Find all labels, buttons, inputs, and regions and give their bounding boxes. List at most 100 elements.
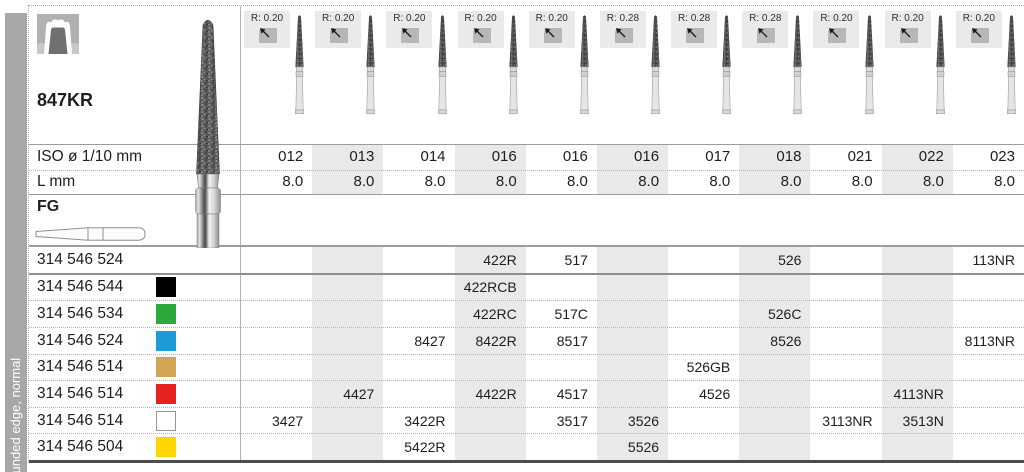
order-cell: 314 546 524 [29,328,241,354]
product-code-cell: 8422R [475,332,517,349]
grit-color-chip [156,437,176,458]
header-column: R: 0.20 [526,6,597,139]
order-cell: 314 546 504 [29,434,241,460]
radius-value: R: 0.28 [749,13,782,24]
product-code-cell: 4113NR [893,385,944,402]
product-code-cell: 526 [778,251,802,268]
rule-below-l [29,194,1024,195]
order-number: 314 546 514 [37,384,124,402]
grit-color-chip [156,304,176,325]
order-table: 314 546 524 422R 517 526 113NR 314 546 544 422… [29,247,1024,460]
product-code-cell: 4517 [556,385,588,402]
length-value: 8.0 [780,173,802,190]
product-code-cell: 422R [483,251,517,268]
product-code-cell: 5526 [627,439,660,456]
column-band [454,247,526,460]
bur-drawing [648,13,663,119]
order-row: 314 546 534 422RC 517C 526C [29,301,1024,328]
order-cell: 314 546 514 [29,408,241,434]
product-code-cell: 517 [564,251,588,268]
grit-color-chip [156,277,176,298]
order-row: 314 546 544 422RCB [29,275,1024,302]
product-code-cell: 8427 [414,332,446,349]
corner-radius-arrow-icon [469,25,493,45]
header-column: R: 0.20 [241,6,312,139]
radius-module: R: 0.20 [386,11,433,48]
product-code-cell: 4526 [699,385,731,402]
product-code-cell: 4422R [475,385,517,402]
column-band [596,144,669,194]
column-band [596,247,669,460]
radius-value: R: 0.20 [962,13,995,24]
order-cell: 314 546 524 [29,247,241,273]
length-value: 8.0 [424,173,446,190]
order-number: 314 546 524 [37,331,124,349]
iso-value: 023 [989,148,1015,165]
bur-drawing [790,13,805,119]
grit-color-chip [156,410,176,431]
product-code-cell: 8526 [770,332,802,349]
grit-color-chip [156,383,176,404]
product-code-cell: 8113NR [964,332,1015,349]
header-column: R: 0.20 [383,6,454,139]
order-number: 314 546 504 [37,438,124,456]
rule-above-iso [29,144,1024,145]
header-column: R: 0.28 [668,6,739,139]
iso-row-label: ISO ø 1/10 mm [37,148,143,165]
product-code-cell: 113NR [972,251,1015,268]
corner-radius-arrow-icon [824,25,848,45]
product-code-cell: 3113NR [822,412,873,429]
product-code-cell: 517C [554,306,588,323]
length-value: 8.0 [709,173,731,190]
bur-drawing [1004,13,1019,119]
corner-radius-arrow-icon [753,25,777,45]
order-number: 314 546 514 [37,411,124,429]
column-shading-body [241,247,1024,460]
order-row: 314 546 514 3427 3422R 3517 3526 3113NR 3513N [29,408,1024,435]
iso-value: 022 [918,148,944,165]
radius-module: R: 0.28 [599,11,646,48]
order-number: 314 546 514 [37,358,124,376]
bur-drawing [577,13,592,119]
order-cell: 314 546 544 [29,275,241,301]
grit-color-chip [156,357,176,378]
order-number: 314 546 524 [37,250,124,268]
order-row: 314 546 504 5422R 5526 [29,434,1024,460]
column-band [739,247,811,460]
corner-radius-arrow-icon [896,25,920,45]
header-column: R: 0.20 [953,6,1024,139]
iso-value: 018 [776,148,802,165]
length-value: 8.0 [282,173,304,190]
product-code-cell: 3513N [902,412,944,429]
iso-value: 017 [705,148,731,165]
order-cell: 314 546 514 [29,381,241,407]
radius-value: R: 0.20 [322,13,355,24]
product-code-cell: 3526 [627,412,660,429]
product-code-cell: 422RCB [463,279,517,296]
length-value: 8.0 [567,173,588,190]
bur-drawing [862,13,877,119]
bur-drawing [292,13,307,119]
header-column: R: 0.20 [312,6,383,139]
subcategory-label: rounded edge, normal [8,357,23,472]
category-sidebar: rounded edge, normal Tapered [5,13,27,472]
crown-prep-icon [37,14,79,54]
radius-module: R: 0.20 [457,11,504,48]
radius-module: R: 0.20 [315,11,362,48]
fg-shank-profile-icon [35,227,146,241]
header-column: R: 0.20 [882,6,953,139]
corner-radius-arrow-icon [326,25,350,45]
header-column: R: 0.28 [739,6,810,139]
column-band [454,144,526,194]
bur-drawing [363,13,378,119]
header-column: R: 0.20 [810,6,881,139]
iso-value: 016 [491,148,517,165]
header-column: R: 0.20 [455,6,526,139]
length-row: L mm 8.0 8.0 8.0 8.0 8.0 8.0 8.0 8.0 8.0 8.0 8.0 [29,170,1024,194]
iso-value: 012 [278,148,304,165]
order-number: 314 546 534 [37,305,124,323]
corner-radius-arrow-icon [611,25,635,45]
iso-value: 014 [420,148,446,165]
radius-value: R: 0.20 [393,13,426,24]
